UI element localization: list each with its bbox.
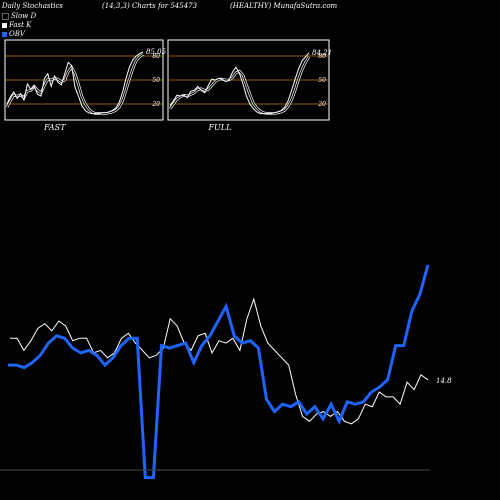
legend-item-fast-k: Fast K: [2, 21, 36, 30]
legend-label-obv: OBV: [9, 30, 25, 38]
chart-header-right: (HEALTHY) MunafaSutra.com: [230, 2, 338, 10]
full-slow-d-line: [169, 56, 310, 115]
full-fast-k-line: [169, 52, 310, 115]
fast-panel-title: FAST: [43, 123, 66, 132]
full-level-label-20: 20: [317, 101, 326, 108]
chart-header-left: Daily Stochastics: [2, 2, 64, 10]
price-last-value-label: 14.8: [436, 377, 452, 385]
price-line: [10, 297, 429, 425]
chart-header-center: (14,3,3) Charts for 545473: [102, 2, 198, 10]
fast-last-value-label: 85.05: [146, 48, 167, 56]
legend-label-slow-d: Slow D: [11, 12, 37, 20]
legend-item-obv: OBV: [2, 30, 36, 39]
fast-level-label-50: 50: [152, 77, 160, 84]
full-panel-title: FULL: [208, 123, 232, 132]
fast-level-label-20: 20: [151, 101, 160, 108]
obv-line: [8, 264, 430, 480]
full-level-label-80: 80: [318, 53, 326, 60]
full-level-label-50: 50: [318, 77, 326, 84]
legend-swatch-obv: [2, 32, 7, 37]
legend-swatch-fast-k: [2, 23, 7, 28]
legend-swatch-slow-d: [2, 13, 9, 20]
legend-label-fast-k: Fast K: [9, 21, 32, 29]
fast-fast-k-line: [6, 51, 144, 115]
legend-item-slow-d: Slow D: [2, 12, 36, 21]
full-last-value-label: 84.21: [312, 49, 332, 57]
legend: Slow D Fast K OBV: [2, 12, 36, 39]
fast-slow-d-line: [6, 53, 144, 115]
fast-level-label-80: 80: [152, 53, 160, 60]
